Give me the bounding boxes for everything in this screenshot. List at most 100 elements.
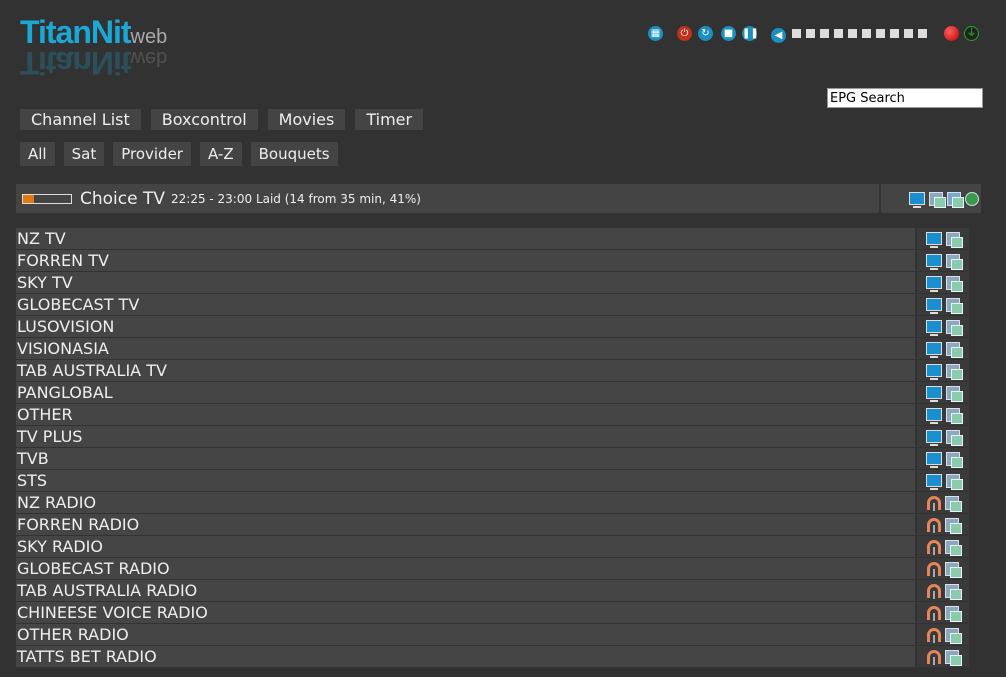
remote-icon[interactable]: ▦ <box>648 26 663 41</box>
volume-step[interactable] <box>792 29 801 38</box>
epg-icon[interactable] <box>946 407 963 424</box>
bouquet-name[interactable]: CHINEESE VOICE RADIO <box>16 602 917 623</box>
bouquet-name[interactable]: STS <box>16 470 917 491</box>
bouquet-name[interactable]: NZ TV <box>16 228 917 249</box>
bouquet-row[interactable]: NZ TV <box>16 228 969 249</box>
filter-provider[interactable]: Provider <box>113 142 191 166</box>
epg-icon[interactable] <box>945 539 962 556</box>
filter-a-z[interactable]: A-Z <box>199 142 242 166</box>
bouquet-name[interactable]: TV PLUS <box>16 426 917 447</box>
stop-icon[interactable]: ■ <box>721 26 736 41</box>
epg-icon[interactable] <box>945 561 962 578</box>
tv-icon[interactable] <box>926 474 942 490</box>
bouquet-name[interactable]: FORREN RADIO <box>16 514 917 535</box>
info-icon[interactable] <box>947 191 964 208</box>
tv-icon[interactable] <box>926 342 942 358</box>
bouquet-row[interactable]: NZ RADIO <box>16 492 969 513</box>
tv-icon[interactable] <box>926 386 942 402</box>
bouquet-row[interactable]: PANGLOBAL <box>16 382 969 403</box>
tv-icon[interactable] <box>926 320 942 336</box>
pause-icon[interactable]: ❚❚ <box>742 26 759 41</box>
epg-search-input[interactable] <box>827 88 983 108</box>
power-icon[interactable]: ⏻ <box>677 26 692 41</box>
bouquet-row[interactable]: TAB AUSTRALIA RADIO <box>16 580 969 601</box>
nav-channel-list[interactable]: Channel List <box>20 109 141 130</box>
epg-icon[interactable] <box>945 583 962 600</box>
epg-icon[interactable] <box>946 253 963 270</box>
tv-icon[interactable] <box>926 254 942 270</box>
radio-icon[interactable] <box>927 517 941 533</box>
bouquet-name[interactable]: SKY TV <box>16 272 917 293</box>
bouquet-row[interactable]: VISIONASIA <box>16 338 969 359</box>
bouquet-name[interactable]: PANGLOBAL <box>16 382 917 403</box>
volume-icon[interactable]: ◀ <box>771 28 786 43</box>
bouquet-row[interactable]: TVB <box>16 448 969 469</box>
antenna-icon[interactable]: ⏚ <box>964 26 979 41</box>
bouquet-row[interactable]: TV PLUS <box>16 426 969 447</box>
radio-icon[interactable] <box>927 583 941 599</box>
epg-icon[interactable] <box>946 473 963 490</box>
bouquet-row[interactable]: TAB AUSTRALIA TV <box>16 360 969 381</box>
bouquet-row[interactable]: CHINEESE VOICE RADIO <box>16 602 969 623</box>
epg-icon[interactable] <box>946 451 963 468</box>
epg-icon[interactable] <box>946 319 963 336</box>
bouquet-row[interactable]: SKY TV <box>16 272 969 293</box>
epg-icon[interactable] <box>946 363 963 380</box>
radio-icon[interactable] <box>927 649 941 665</box>
bouquet-name[interactable]: LUSOVISION <box>16 316 917 337</box>
nav-boxcontrol[interactable]: Boxcontrol <box>150 109 258 130</box>
bouquet-row[interactable]: TATTS BET RADIO <box>16 646 969 667</box>
volume-step[interactable] <box>834 29 843 38</box>
bouquet-row[interactable]: FORREN TV <box>16 250 969 271</box>
tv-icon[interactable] <box>926 276 942 292</box>
bouquet-name[interactable]: GLOBECAST TV <box>16 294 917 315</box>
filter-bouquets[interactable]: Bouquets <box>250 142 338 166</box>
bouquet-row[interactable]: LUSOVISION <box>16 316 969 337</box>
bouquet-name[interactable]: OTHER <box>16 404 917 425</box>
epg-icon[interactable] <box>946 341 963 358</box>
bouquet-row[interactable]: OTHER <box>16 404 969 425</box>
bouquet-name[interactable]: SKY RADIO <box>16 536 917 557</box>
globe-icon[interactable] <box>965 191 979 206</box>
epg-icon[interactable] <box>946 231 963 248</box>
radio-icon[interactable] <box>927 605 941 621</box>
tv-icon[interactable] <box>926 452 942 468</box>
volume-step[interactable] <box>876 29 885 38</box>
bouquet-name[interactable]: FORREN TV <box>16 250 917 271</box>
volume-step[interactable] <box>890 29 899 38</box>
record-status-icon[interactable] <box>944 26 959 41</box>
bouquet-name[interactable]: TVB <box>16 448 917 469</box>
volume-step[interactable] <box>848 29 857 38</box>
tv-icon[interactable] <box>926 430 942 446</box>
epg-icon[interactable] <box>945 627 962 644</box>
radio-icon[interactable] <box>927 561 941 577</box>
bouquet-row[interactable]: GLOBECAST RADIO <box>16 558 969 579</box>
epg-icon[interactable] <box>945 605 962 622</box>
epg-icon[interactable] <box>945 517 962 534</box>
volume-step[interactable] <box>918 29 927 38</box>
radio-icon[interactable] <box>927 539 941 555</box>
bouquet-row[interactable]: SKY RADIO <box>16 536 969 557</box>
filter-all[interactable]: All <box>20 142 55 166</box>
tv-icon[interactable] <box>926 364 942 380</box>
bouquet-name[interactable]: TAB AUSTRALIA TV <box>16 360 917 381</box>
bouquet-row[interactable]: STS <box>16 470 969 491</box>
volume-step[interactable] <box>806 29 815 38</box>
tv-icon[interactable] <box>926 298 942 314</box>
radio-icon[interactable] <box>927 627 941 643</box>
tv-icon[interactable] <box>926 232 942 248</box>
bouquet-name[interactable]: TATTS BET RADIO <box>16 646 917 667</box>
volume-step[interactable] <box>904 29 913 38</box>
tv-icon[interactable] <box>926 408 942 424</box>
restart-icon[interactable]: ↻ <box>698 26 713 41</box>
bouquet-row[interactable]: OTHER RADIO <box>16 624 969 645</box>
epg-icon[interactable] <box>945 495 962 512</box>
volume-step[interactable] <box>862 29 871 38</box>
epg-icon[interactable] <box>929 191 946 208</box>
tv-stream-icon[interactable] <box>909 192 925 208</box>
epg-icon[interactable] <box>945 649 962 666</box>
bouquet-name[interactable]: TAB AUSTRALIA RADIO <box>16 580 917 601</box>
nav-timer[interactable]: Timer <box>355 109 424 130</box>
radio-icon[interactable] <box>927 495 941 511</box>
epg-icon[interactable] <box>946 297 963 314</box>
